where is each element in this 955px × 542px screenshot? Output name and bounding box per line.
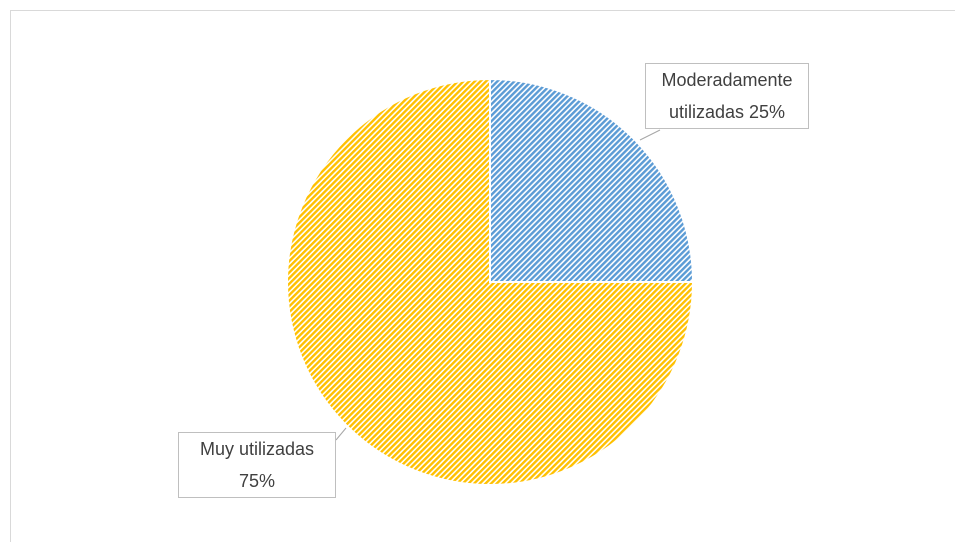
label-category: Moderadamente utilizadas bbox=[661, 70, 793, 122]
data-label: Moderadamente utilizadas 25% bbox=[645, 63, 809, 129]
data-label: Muy utilizadas 75% bbox=[178, 432, 336, 498]
leader-line bbox=[639, 129, 661, 141]
label-value: 25% bbox=[749, 102, 786, 122]
leader-line bbox=[335, 427, 347, 441]
pie-slice bbox=[489, 77, 695, 283]
pie-slice bbox=[286, 77, 695, 486]
label-value: 75% bbox=[238, 471, 276, 491]
label-category: Muy utilizadas bbox=[199, 439, 315, 459]
